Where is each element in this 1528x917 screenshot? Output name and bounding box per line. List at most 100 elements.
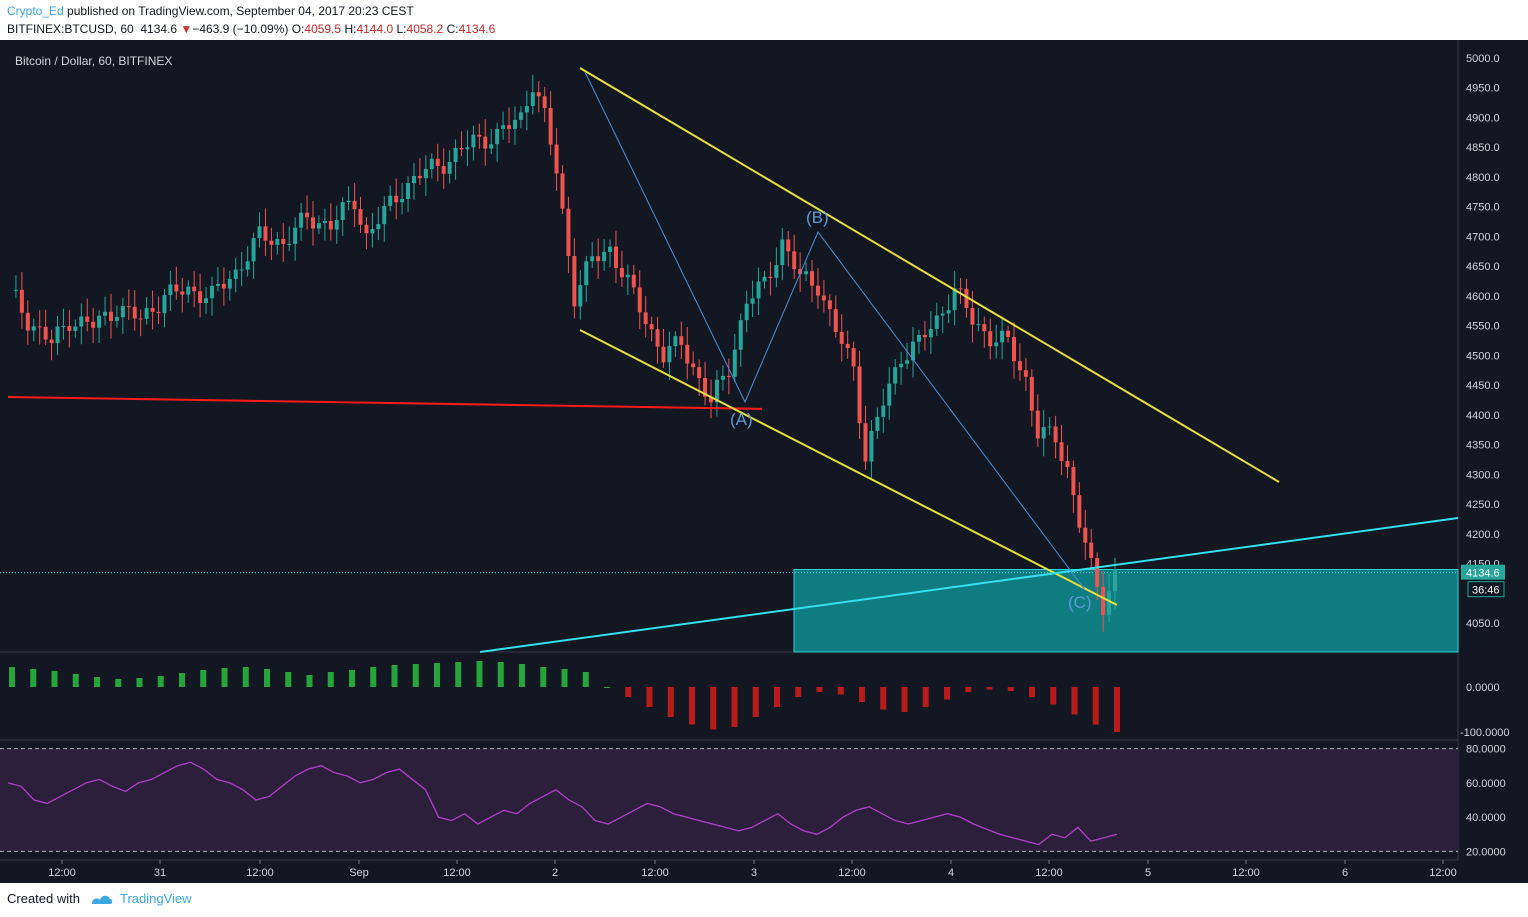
candle-body: [376, 224, 381, 230]
tradingview-link[interactable]: TradingView: [119, 891, 192, 906]
candle-body: [340, 202, 345, 221]
candle-body: [833, 309, 838, 333]
candle-body: [227, 279, 232, 289]
time-tick-label: 12:00: [838, 867, 866, 879]
candle-body: [471, 134, 476, 148]
rsi-line: [7, 761, 1118, 846]
candle-body: [346, 200, 351, 203]
candle-body: [495, 128, 500, 145]
candle-body: [619, 267, 624, 278]
candles: [13, 74, 1117, 632]
time-tick-label: 12:00: [443, 867, 471, 879]
candle-body: [584, 261, 589, 286]
price-chart[interactable]: 5000.0 4950.0 4900.0 4850.0 4800.0 4750.0 4700…: [0, 40, 1528, 883]
oscillator-bar: [837, 687, 844, 695]
oscillator-bar: [455, 662, 462, 687]
candle-body: [293, 227, 298, 244]
candle-body: [964, 288, 969, 309]
candle-body: [899, 363, 904, 368]
wave-path: [584, 71, 1086, 591]
candle-body: [762, 276, 767, 282]
candle-body: [370, 229, 375, 234]
candle-body: [810, 271, 815, 286]
candle-body: [655, 329, 660, 347]
candle-body: [703, 378, 708, 397]
candle-body: [839, 332, 844, 344]
candle-body: [774, 265, 779, 278]
candle-body: [750, 298, 755, 304]
time-tick-label: 31: [154, 867, 166, 879]
candle-body: [649, 324, 654, 330]
candle-body: [572, 255, 577, 307]
candle-body: [204, 298, 209, 304]
candle-body: [548, 108, 553, 145]
rsi-tick-label: 40.0000: [1466, 812, 1506, 824]
candle-body: [186, 286, 191, 295]
time-tick-label: 5: [1145, 867, 1151, 879]
author-link[interactable]: Crypto_Ed: [7, 4, 64, 18]
time-tick-label: 12:00: [641, 867, 669, 879]
candle-body: [911, 341, 916, 361]
candle-body: [209, 285, 214, 299]
candle-body: [928, 328, 933, 338]
time-tick-label: 3: [751, 867, 757, 879]
candle-body: [1107, 591, 1112, 616]
candle-body: [768, 276, 773, 278]
low-value: 4058.2: [406, 22, 444, 36]
candle-body: [863, 423, 868, 462]
osc-tick-label: -100.0000: [1460, 727, 1510, 739]
candle-body: [1006, 330, 1011, 338]
open-value: 4059.5: [304, 22, 342, 36]
oscillator-bar: [242, 667, 249, 687]
candle-body: [518, 112, 523, 120]
time-tick-label: 2: [552, 867, 558, 879]
candle-body: [411, 175, 416, 184]
price-tick-label: 4050.0: [1466, 618, 1500, 630]
candle-body: [328, 221, 333, 230]
candle-body: [905, 360, 910, 364]
candle-body: [1095, 558, 1100, 587]
oscillator-bar: [625, 687, 632, 697]
open-label: O:: [291, 22, 305, 36]
oscillator-bar: [710, 687, 717, 730]
candle-body: [667, 346, 672, 363]
candle-body: [869, 430, 874, 462]
candle-body: [150, 308, 155, 312]
candle-body: [976, 324, 981, 326]
symbol-label: BITFINEX:BTCUSD, 60: [7, 22, 134, 36]
candle-body: [542, 96, 547, 109]
oscillator-bar: [1092, 687, 1099, 725]
candle-body: [530, 92, 535, 106]
candle-body: [602, 251, 607, 262]
candle-body: [31, 326, 36, 331]
rsi-tick-label: 60.0000: [1466, 778, 1506, 790]
candle-body: [162, 295, 167, 314]
footer: Created with TradingView: [7, 891, 192, 906]
oscillator-bar: [582, 672, 589, 687]
price-tick-label: 4300.0: [1466, 469, 1500, 481]
channel-lower-line: [579, 329, 1118, 606]
candle-body: [352, 200, 357, 210]
candle-body: [1017, 361, 1022, 371]
candle-body: [857, 366, 862, 424]
price-tick-label: 4650.0: [1466, 261, 1500, 273]
candle-body: [429, 158, 434, 169]
down-arrow-icon: ▼: [180, 22, 193, 36]
candle-body: [732, 349, 737, 377]
candle-body: [156, 311, 161, 314]
oscillator-bar: [880, 687, 887, 710]
candle-body: [821, 295, 826, 301]
candle-body: [132, 306, 137, 319]
candle-body: [673, 336, 678, 347]
candle-body: [334, 220, 339, 230]
candle-body: [1113, 569, 1117, 592]
candle-body: [447, 161, 452, 174]
oscillator-bar: [1050, 687, 1057, 705]
candle-body: [922, 335, 927, 338]
oscillator-bar: [157, 676, 164, 687]
candle-body: [1101, 586, 1106, 616]
price-tick-label: 4350.0: [1466, 440, 1500, 452]
symbol-info: BITFINEX:BTCUSD, 60 4134.6 ▼−463.9 (−10.…: [7, 22, 495, 36]
candle-body: [239, 269, 244, 271]
oscillator-histogram: [9, 661, 1120, 732]
